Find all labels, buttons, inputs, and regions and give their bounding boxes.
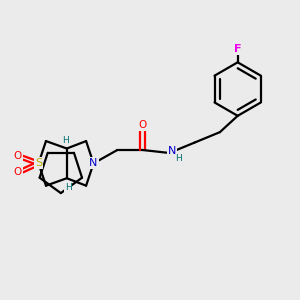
Text: H: H (176, 154, 182, 164)
Text: O: O (14, 151, 22, 161)
Text: H: H (62, 136, 69, 145)
Text: F: F (234, 44, 242, 54)
Text: N: N (167, 146, 176, 157)
Text: S: S (35, 158, 42, 168)
Text: O: O (138, 120, 147, 130)
Text: O: O (14, 167, 22, 177)
Text: H: H (65, 183, 72, 192)
Text: N: N (89, 158, 98, 168)
